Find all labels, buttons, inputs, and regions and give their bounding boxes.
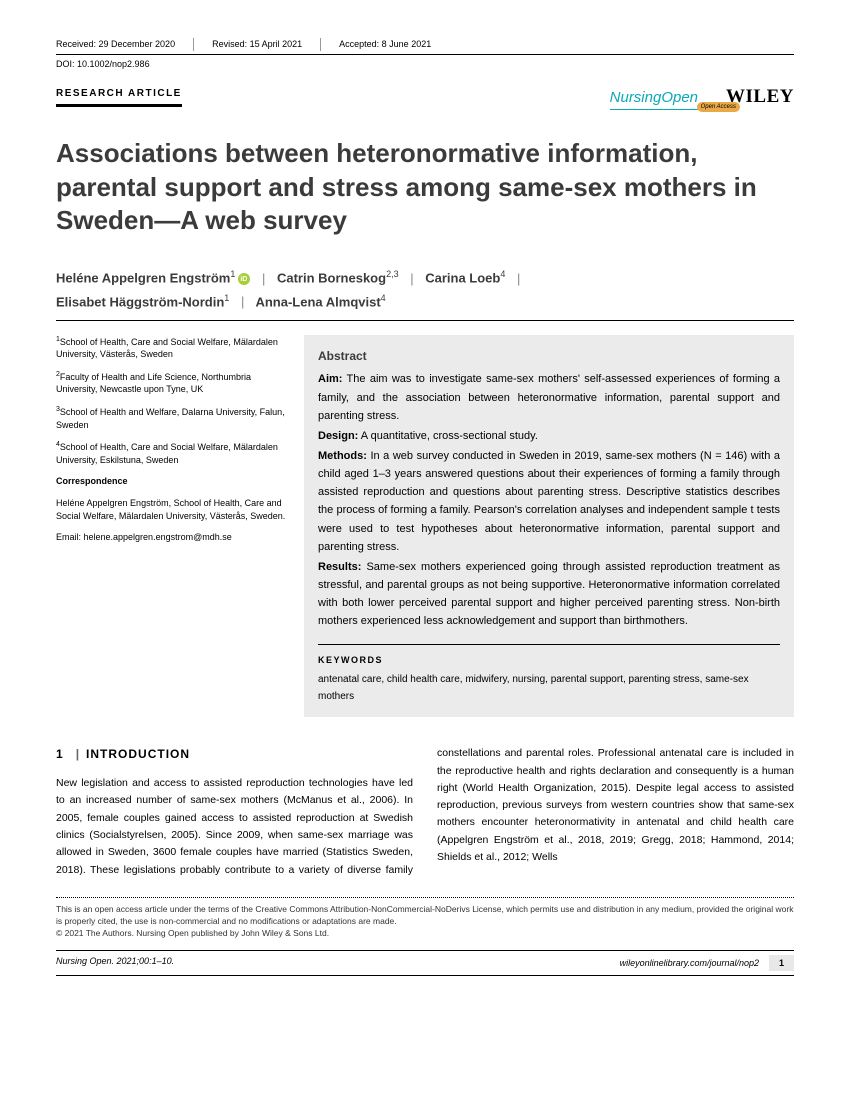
license-line-1: This is an open access article under the…	[56, 904, 794, 928]
article-title: Associations between heteronormative inf…	[56, 137, 794, 238]
abstract-results: Same-sex mothers experienced going throu…	[318, 561, 780, 627]
revised-date: Revised: 15 April 2021	[212, 38, 321, 51]
mid-section: 1School of Health, Care and Social Welfa…	[56, 335, 794, 718]
author-list: Heléne Appelgren Engström1 | Catrin Born…	[56, 266, 794, 313]
affiliation-1: School of Health, Care and Social Welfar…	[56, 337, 278, 360]
abstract-methods: In a web survey conducted in Sweden in 2…	[318, 450, 780, 553]
affiliations: 1School of Health, Care and Social Welfa…	[56, 335, 286, 718]
affiliation-4: School of Health, Care and Social Welfar…	[56, 442, 278, 465]
intro-paragraph: New legislation and access to assisted r…	[56, 745, 794, 879]
footer-divider: This is an open access article under the…	[56, 897, 794, 940]
author-3: Carina Loeb	[425, 271, 500, 286]
license-line-2: © 2021 The Authors. Nursing Open publish…	[56, 928, 794, 940]
abstract-box: Abstract Aim: The aim was to investigate…	[304, 335, 794, 718]
affiliation-3: School of Health and Welfare, Dalarna Un…	[56, 407, 285, 430]
author-1: Heléne Appelgren Engström	[56, 271, 230, 286]
section-heading: 1|INTRODUCTION	[56, 745, 413, 765]
section-title: INTRODUCTION	[86, 747, 190, 761]
keywords-section: KEYWORDS antenatal care, child health ca…	[318, 644, 780, 705]
received-date: Received: 29 December 2020	[56, 38, 194, 51]
abstract-heading: Abstract	[318, 347, 780, 367]
top-row: RESEARCH ARTICLE NursingOpen Open Access…	[56, 84, 794, 111]
keywords: antenatal care, child health care, midwi…	[318, 672, 780, 705]
body-text: 1|INTRODUCTION New legislation and acces…	[56, 745, 794, 879]
author-2: Catrin Borneskog	[277, 271, 386, 286]
header-dates: Received: 29 December 2020 Revised: 15 A…	[56, 38, 794, 55]
section-number: 1	[56, 747, 64, 761]
license-text: This is an open access article under the…	[56, 904, 794, 940]
orcid-icon	[238, 273, 250, 285]
open-access-badge: Open Access	[697, 102, 740, 112]
article-type: RESEARCH ARTICLE	[56, 87, 182, 107]
doi: DOI: 10.1002/nop2.986	[56, 58, 794, 71]
author-rule	[56, 320, 794, 321]
keywords-heading: KEYWORDS	[318, 653, 780, 668]
author-5: Anna-Lena Almqvist	[255, 294, 380, 309]
citation: Nursing Open. 2021;00:1–10.	[56, 955, 174, 972]
logos: NursingOpen Open Access WILEY	[610, 84, 794, 111]
page-number: 1	[769, 955, 794, 972]
bottom-bar: Nursing Open. 2021;00:1–10. wileyonlinel…	[56, 950, 794, 977]
journal-logo: NursingOpen Open Access	[610, 87, 698, 110]
correspondence-body: Heléne Appelgren Engström, School of Hea…	[56, 497, 286, 522]
journal-url: wileyonlinelibrary.com/journal/nop2	[620, 957, 759, 970]
correspondence-email: Email: helene.appelgren.engstrom@mdh.se	[56, 531, 286, 544]
accepted-date: Accepted: 8 June 2021	[339, 38, 449, 51]
correspondence-heading: Correspondence	[56, 475, 286, 488]
author-4: Elisabet Häggström-Nordin	[56, 294, 224, 309]
abstract-design: A quantitative, cross-sectional study.	[358, 430, 538, 442]
journal-logo-text: NursingOpen	[610, 89, 698, 106]
affiliation-2: Faculty of Health and Life Science, Nort…	[56, 372, 251, 395]
abstract-aim: The aim was to investigate same-sex moth…	[318, 373, 780, 421]
